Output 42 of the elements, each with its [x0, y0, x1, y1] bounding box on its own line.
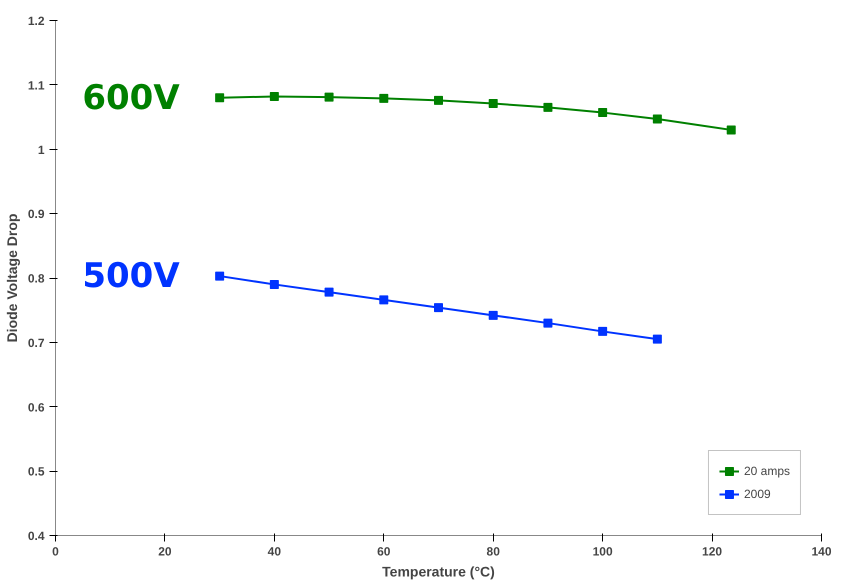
y-axis-title: Diode Voltage Drop: [4, 214, 20, 342]
y-tick-label: 1.2: [28, 14, 45, 28]
y-tick-label: 0.6: [28, 400, 45, 414]
y-tick-label: 0.9: [28, 207, 45, 222]
legend-label: 20 amps: [744, 464, 790, 478]
y-tick-label: 1.1: [28, 78, 45, 92]
point: [543, 318, 552, 328]
y-tick-label: 0.7: [28, 336, 45, 350]
point: [598, 108, 608, 118]
point: [598, 326, 608, 336]
x-tick-label: 20: [158, 544, 172, 558]
point: [215, 93, 224, 102]
point: [543, 102, 552, 112]
point: [324, 288, 334, 297]
point: [270, 280, 279, 289]
y-tick-label: 1: [38, 142, 45, 157]
point: [379, 295, 388, 304]
x-tick-label: 40: [268, 544, 282, 558]
x-axis-title: Temperature (°C): [382, 564, 495, 580]
point: [434, 303, 443, 312]
x-tick-label: 100: [592, 544, 613, 558]
point: [488, 310, 498, 320]
annotation: 600V: [82, 78, 180, 118]
point: [215, 272, 224, 281]
y-tick-label: 0.8: [28, 272, 45, 286]
x-tick-label: 80: [486, 544, 500, 558]
x-tick-label: 140: [811, 544, 832, 558]
x-tick-label: 60: [377, 544, 391, 558]
annotation: 500V: [82, 256, 180, 296]
y-tick-label: 0.4: [28, 529, 45, 543]
point: [324, 92, 334, 102]
point: [652, 334, 662, 344]
point: [652, 114, 662, 124]
y-tick-label: 0.5: [28, 464, 45, 479]
point: [434, 96, 443, 105]
point: [488, 99, 498, 108]
point: [379, 94, 388, 103]
legend-label: 2009: [744, 487, 771, 501]
x-tick-label: 120: [702, 544, 722, 558]
x-tick-label: 0: [52, 544, 60, 558]
point: [270, 92, 279, 101]
point: [726, 125, 736, 134]
